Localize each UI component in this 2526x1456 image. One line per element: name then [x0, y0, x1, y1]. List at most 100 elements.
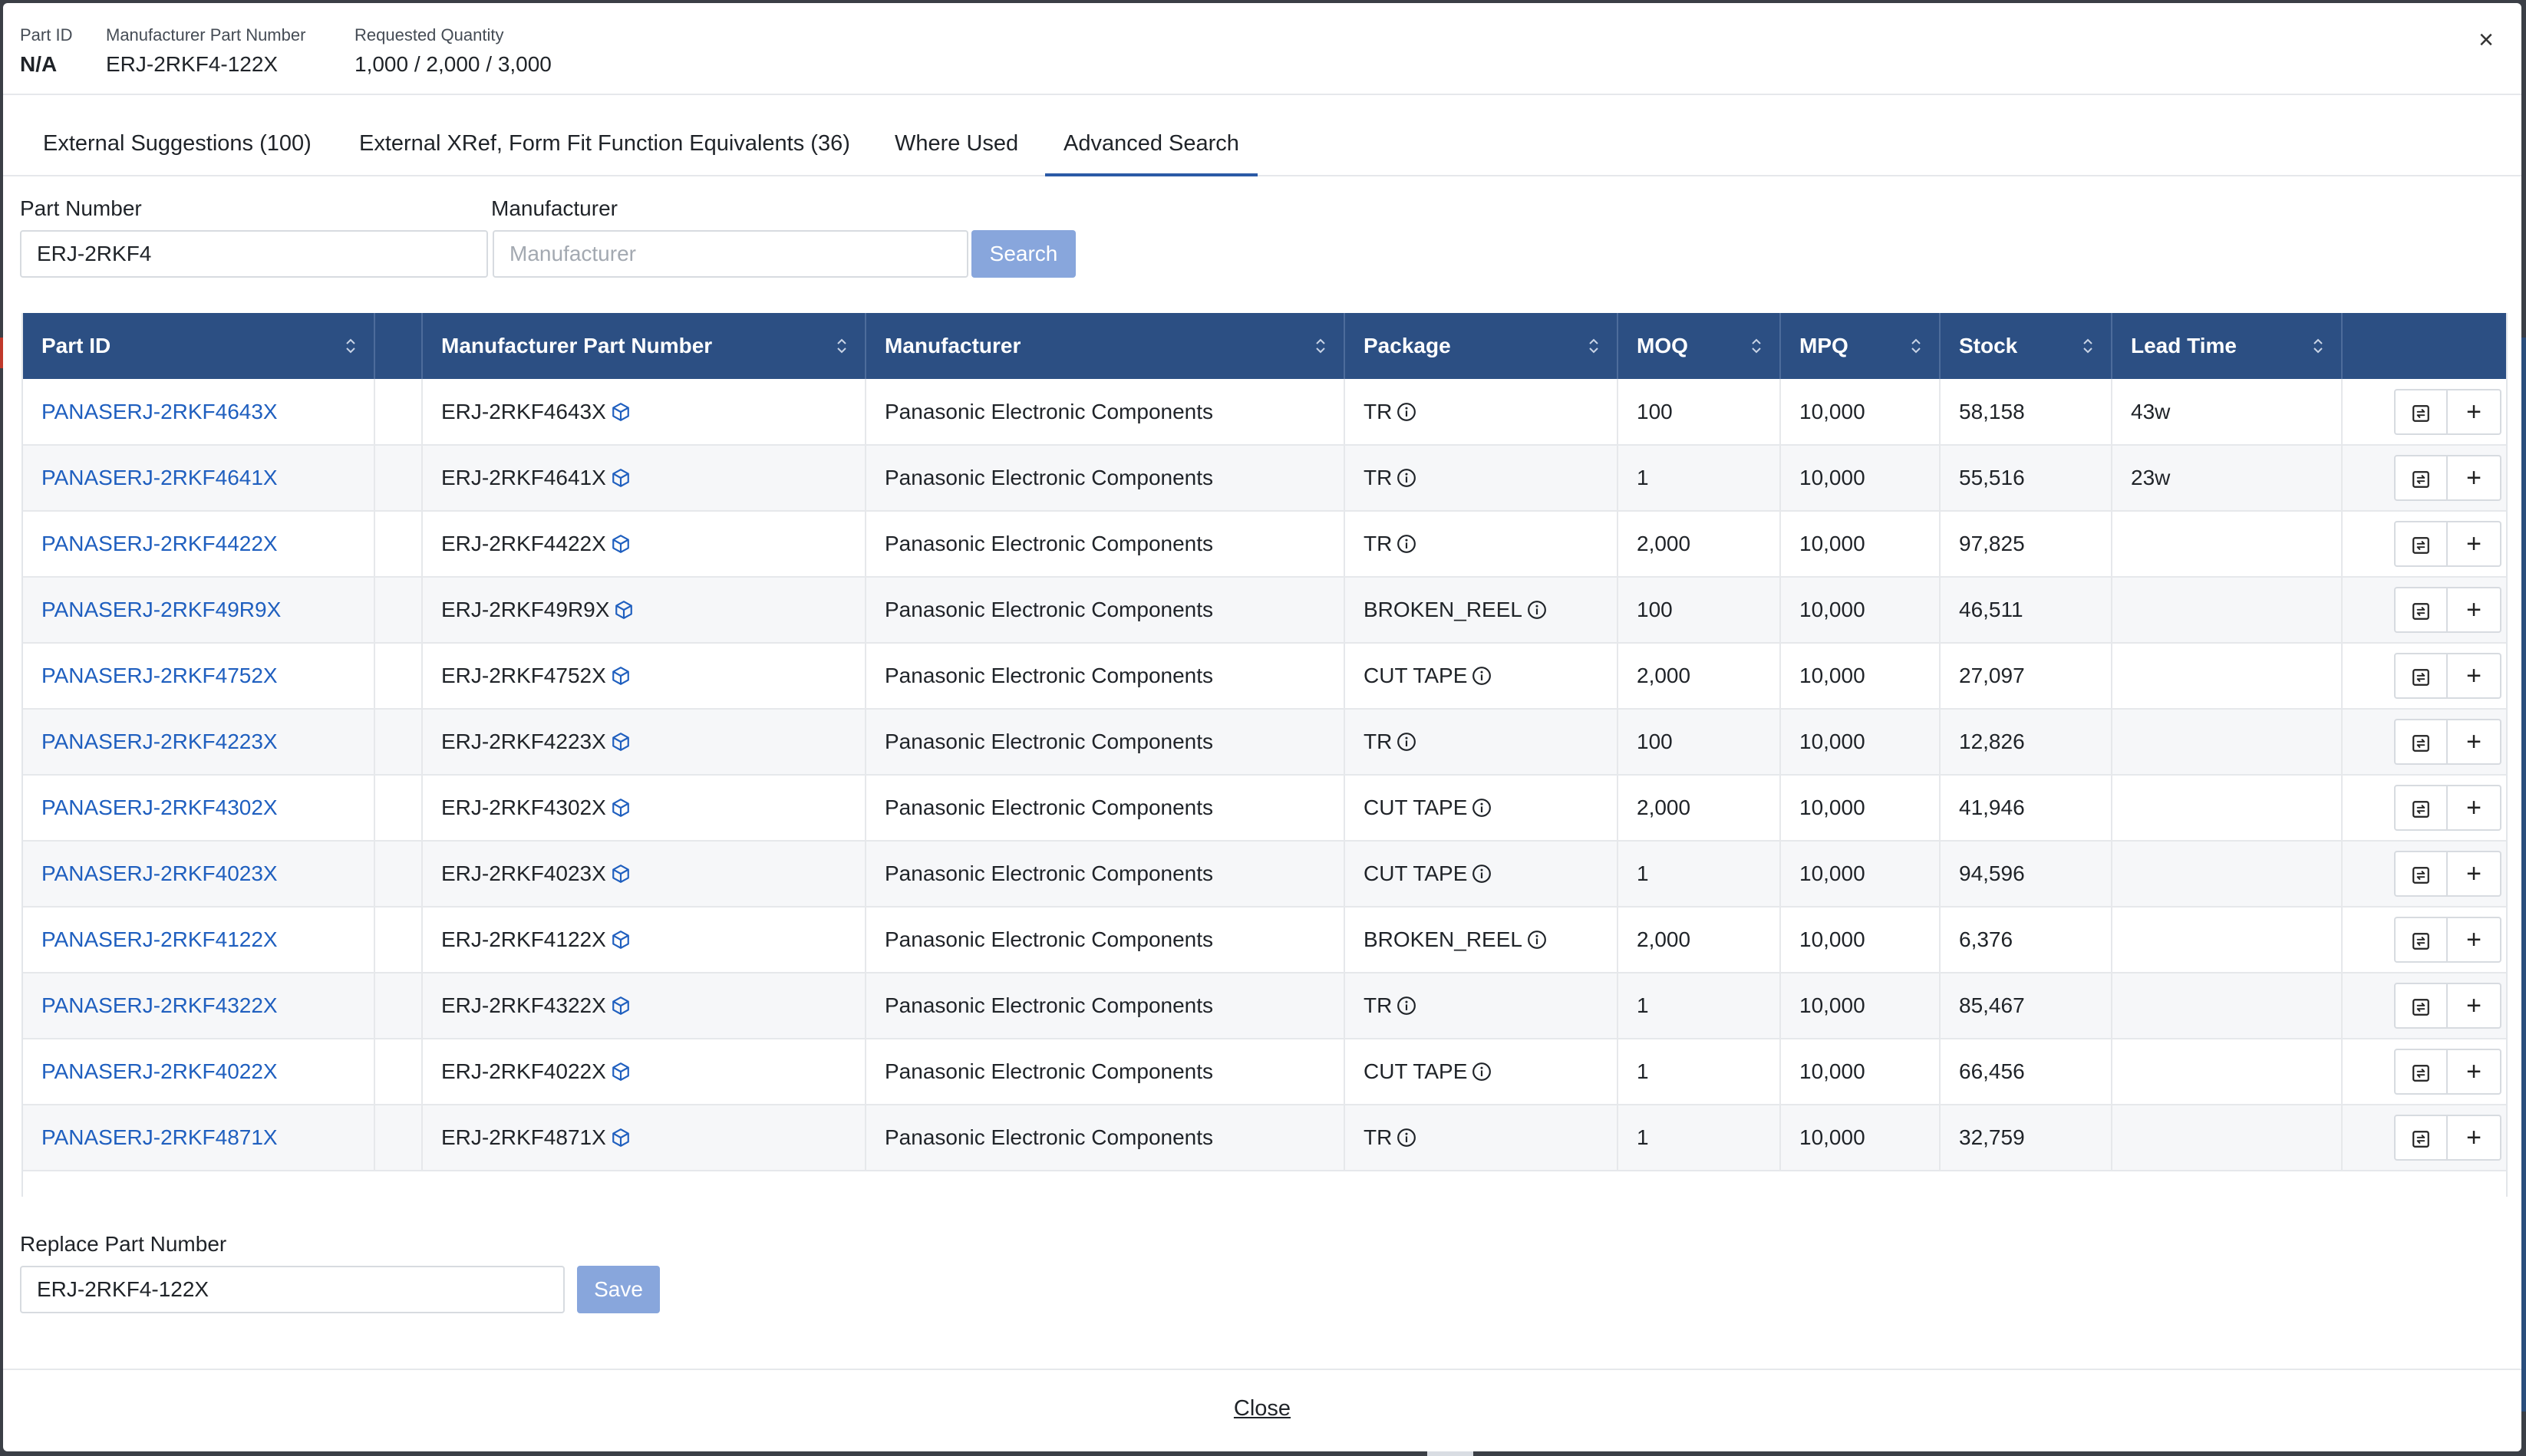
add-part-button[interactable]: +	[2448, 521, 2501, 567]
info-icon[interactable]	[1397, 468, 1416, 488]
replace-part-button[interactable]	[2394, 455, 2448, 501]
col-header-moq[interactable]: MOQ	[1617, 313, 1781, 379]
moq-cell: 1	[1617, 1039, 1781, 1105]
col-header-stock[interactable]: Stock	[1940, 313, 2112, 379]
info-icon[interactable]	[1397, 996, 1416, 1016]
info-icon[interactable]	[1397, 732, 1416, 752]
add-part-button[interactable]: +	[2448, 455, 2501, 501]
part-id-link[interactable]: PANASERJ-2RKF4752X	[41, 664, 278, 687]
cube-icon[interactable]	[611, 666, 631, 686]
part-id-link[interactable]: PANASERJ-2RKF4322X	[41, 993, 278, 1017]
info-icon[interactable]	[1397, 402, 1416, 422]
save-button[interactable]: Save	[577, 1266, 660, 1313]
part-id-link[interactable]: PANASERJ-2RKF4871X	[41, 1125, 278, 1149]
part-id-link[interactable]: PANASERJ-2RKF4122X	[41, 927, 278, 951]
part-id-link[interactable]: PANASERJ-2RKF4422X	[41, 532, 278, 555]
cube-icon[interactable]	[611, 402, 631, 422]
replace-part-button[interactable]	[2394, 719, 2448, 765]
add-part-button[interactable]: +	[2448, 785, 2501, 831]
info-icon[interactable]	[1397, 534, 1416, 554]
cube-icon[interactable]	[611, 864, 631, 884]
close-link[interactable]: Close	[1233, 1396, 1291, 1421]
requested-quantity-value: 1,000 / 2,000 / 3,000	[354, 52, 552, 76]
tab-advanced-search[interactable]: Advanced Search	[1045, 95, 1258, 176]
part-id-link[interactable]: PANASERJ-2RKF49R9X	[41, 598, 282, 621]
col-header-part-id[interactable]: Part ID	[23, 313, 375, 379]
part-id-link[interactable]: PANASERJ-2RKF4302X	[41, 796, 278, 819]
mpn-text: ERJ-2RKF4302X	[441, 796, 606, 819]
col-header-manufacturer[interactable]: Manufacturer	[866, 313, 1345, 379]
replace-part-button[interactable]	[2394, 388, 2448, 435]
lead-time-cell	[2112, 1039, 2343, 1105]
add-part-button[interactable]: +	[2448, 719, 2501, 765]
moq-text: 1	[1637, 861, 1649, 885]
cube-icon[interactable]	[614, 600, 634, 620]
sort-icon[interactable]	[2082, 336, 2094, 356]
manufacturer-input[interactable]	[493, 230, 968, 278]
info-icon[interactable]	[1397, 1128, 1416, 1148]
info-icon[interactable]	[1527, 930, 1547, 950]
sort-icon[interactable]	[345, 336, 357, 356]
part-id-link[interactable]: PANASERJ-2RKF4023X	[41, 861, 278, 885]
sort-icon[interactable]	[836, 336, 848, 356]
results-table-container: Part ID Manufacturer Part Number Manufac…	[21, 313, 2508, 1197]
part-id-cell: PANASERJ-2RKF4223X	[23, 709, 375, 776]
search-button[interactable]: Search	[971, 230, 1076, 278]
add-part-button[interactable]: +	[2448, 388, 2501, 435]
add-part-button[interactable]: +	[2448, 1049, 2501, 1095]
sort-icon[interactable]	[1910, 336, 1922, 356]
add-part-button[interactable]: +	[2448, 917, 2501, 963]
part-id-link[interactable]: PANASERJ-2RKF4641X	[41, 466, 278, 489]
lead-time-cell	[2112, 907, 2343, 973]
info-icon[interactable]	[1472, 864, 1492, 884]
replace-part-button[interactable]	[2394, 851, 2448, 897]
lead-time-cell	[2112, 973, 2343, 1039]
replace-part-button[interactable]	[2394, 653, 2448, 699]
replace-part-button[interactable]	[2394, 1115, 2448, 1161]
part-id-link[interactable]: PANASERJ-2RKF4022X	[41, 1059, 278, 1083]
close-icon[interactable]: ×	[2478, 25, 2494, 54]
add-part-button[interactable]: +	[2448, 983, 2501, 1029]
replace-part-button[interactable]	[2394, 1049, 2448, 1095]
col-header-lead-time[interactable]: Lead Time	[2112, 313, 2343, 379]
cube-icon[interactable]	[611, 1062, 631, 1082]
replace-part-button[interactable]	[2394, 983, 2448, 1029]
sort-icon[interactable]	[1750, 336, 1763, 356]
tab-where-used[interactable]: Where Used	[895, 131, 1019, 156]
info-icon[interactable]	[1472, 1062, 1492, 1082]
replace-part-button[interactable]	[2394, 785, 2448, 831]
col-header-mpn[interactable]: Manufacturer Part Number	[422, 313, 866, 379]
cube-icon[interactable]	[611, 468, 631, 488]
info-icon[interactable]	[1472, 798, 1492, 818]
sort-icon[interactable]	[1588, 336, 1600, 356]
cube-icon[interactable]	[611, 798, 631, 818]
cube-icon[interactable]	[611, 930, 631, 950]
part-id-cell: PANASERJ-2RKF4871X	[23, 1105, 375, 1171]
col-header-package[interactable]: Package	[1344, 313, 1618, 379]
add-part-button[interactable]: +	[2448, 587, 2501, 633]
part-number-input[interactable]	[20, 230, 488, 278]
add-part-button[interactable]: +	[2448, 653, 2501, 699]
replace-part-button[interactable]	[2394, 917, 2448, 963]
lead-time-cell	[2112, 775, 2343, 842]
mpq-cell: 10,000	[1780, 643, 1941, 710]
cube-icon[interactable]	[611, 732, 631, 752]
info-icon[interactable]	[1472, 666, 1492, 686]
add-part-button[interactable]: +	[2448, 1115, 2501, 1161]
replace-part-button[interactable]	[2394, 587, 2448, 633]
cube-icon[interactable]	[611, 1128, 631, 1148]
part-id-link[interactable]: PANASERJ-2RKF4643X	[41, 399, 278, 423]
tab-external-xref[interactable]: External XRef, Form Fit Function Equival…	[359, 131, 850, 156]
add-part-button[interactable]: +	[2448, 851, 2501, 897]
cube-icon[interactable]	[611, 996, 631, 1016]
cube-icon[interactable]	[611, 534, 631, 554]
info-icon[interactable]	[1527, 600, 1547, 620]
package-cell: TR	[1344, 973, 1618, 1039]
replace-part-number-input[interactable]	[20, 1266, 565, 1313]
replace-part-button[interactable]	[2394, 521, 2448, 567]
col-header-mpq[interactable]: MPQ	[1780, 313, 1941, 379]
sort-icon[interactable]	[1314, 336, 1327, 356]
tab-external-suggestions[interactable]: External Suggestions (100)	[43, 131, 312, 156]
part-id-link[interactable]: PANASERJ-2RKF4223X	[41, 730, 278, 753]
sort-icon[interactable]	[2312, 336, 2324, 356]
